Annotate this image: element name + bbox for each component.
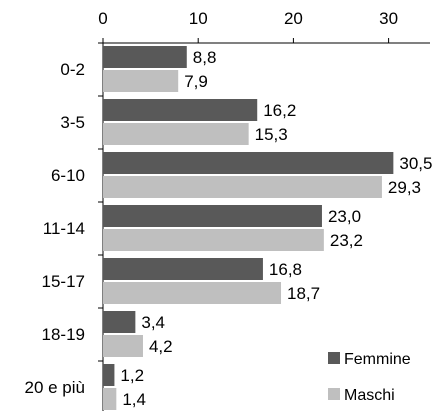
x-tick-label: 20	[284, 9, 303, 28]
legend-label: Femmine	[344, 351, 411, 368]
bar-maschi	[103, 388, 117, 410]
data-label: 4,2	[149, 337, 173, 356]
bar-femmine	[103, 205, 322, 227]
data-label: 16,2	[263, 101, 296, 120]
x-tick-label: 30	[379, 9, 398, 28]
data-label: 23,0	[328, 207, 361, 226]
category-label: 6-10	[51, 166, 85, 185]
data-label: 3,4	[141, 313, 165, 332]
data-label: 16,8	[269, 260, 302, 279]
x-tick-label: 10	[189, 9, 208, 28]
category-label: 18-19	[42, 325, 85, 344]
bar-maschi	[103, 335, 143, 357]
data-label: 18,7	[287, 284, 320, 303]
bar-femmine	[103, 258, 263, 280]
bar-femmine	[103, 46, 187, 68]
bar-maschi	[103, 70, 179, 92]
bar-femmine	[103, 152, 394, 174]
bar-maschi	[103, 123, 249, 145]
data-label: 7,9	[184, 72, 208, 91]
category-label: 20 e più	[25, 378, 86, 397]
data-label: 15,3	[255, 125, 288, 144]
category-label: 3-5	[60, 113, 85, 132]
bar-maschi	[103, 282, 282, 304]
category-label: 0-2	[60, 60, 85, 79]
bar-femmine	[103, 99, 258, 121]
bar-femmine	[103, 311, 136, 333]
bar-femmine	[103, 364, 115, 386]
data-label: 1,2	[120, 366, 144, 385]
data-label: 1,4	[122, 390, 146, 409]
data-label: 30,5	[399, 154, 432, 173]
legend-label: Maschi	[344, 387, 395, 404]
category-label: 15-17	[42, 272, 85, 291]
bar-maschi	[103, 229, 324, 251]
x-tick-label: 0	[98, 9, 107, 28]
data-label: 29,3	[388, 178, 421, 197]
bar-maschi	[103, 176, 382, 198]
category-label: 11-14	[43, 219, 85, 238]
legend-swatch	[328, 352, 340, 364]
legend-swatch	[328, 388, 340, 400]
data-label: 23,2	[330, 231, 363, 250]
data-label: 8,8	[193, 48, 217, 67]
